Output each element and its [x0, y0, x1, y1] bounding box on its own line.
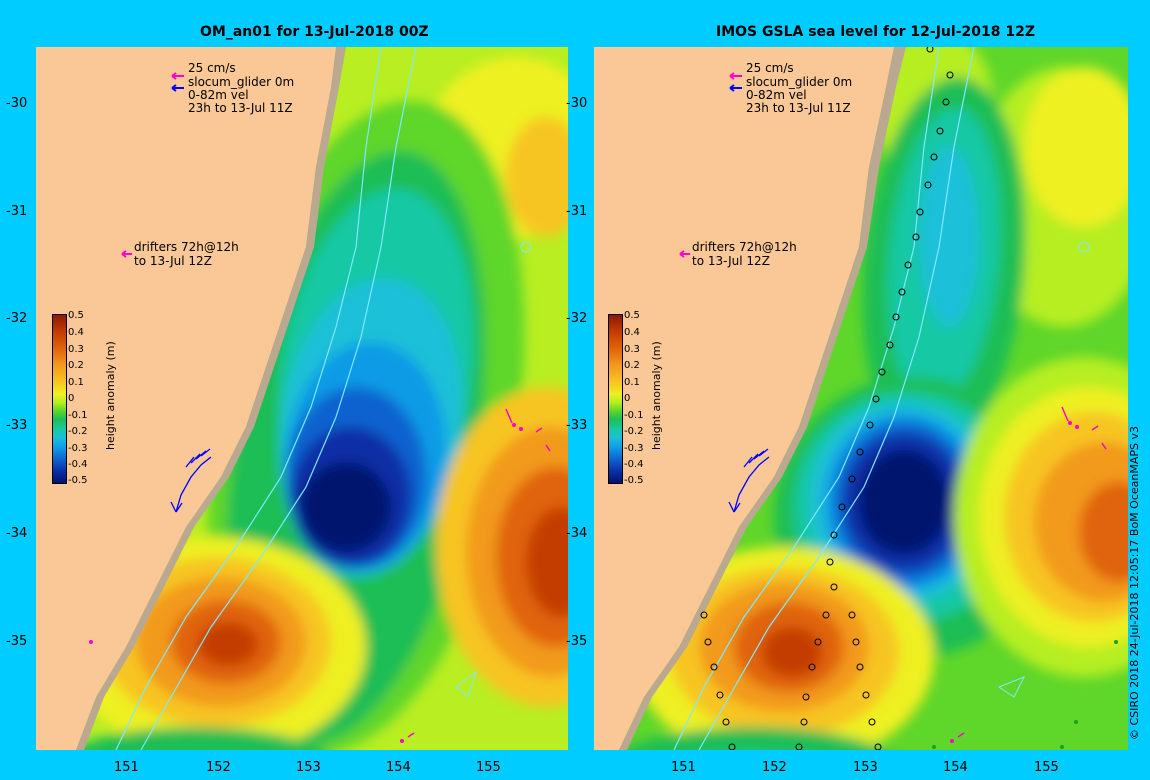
right-cbar-label-9: -0.4 [624, 459, 644, 470]
right-xtick-2: 153 [853, 760, 878, 775]
left-xtick-4: 155 [476, 760, 501, 775]
right-xtick-3: 154 [943, 760, 968, 775]
right-drifters-line2: to 13-Jul 12Z [692, 254, 770, 268]
right-cbar-label-3: 0.2 [624, 360, 640, 371]
left-ytick-2: -32 [6, 311, 28, 326]
right-cbar-label-1: 0.4 [624, 327, 640, 338]
right-legend-vel: 0-82m vel [746, 88, 807, 102]
right-xtick-0: 151 [671, 760, 696, 775]
right-drifter-legend-icon [679, 250, 690, 258]
left-xtick-2: 153 [296, 760, 321, 775]
left-cbar-title: height anomaly (m) [104, 341, 117, 450]
right-velocity-vectors [728, 448, 770, 513]
left-legend-glider: slocum_glider 0m [188, 75, 295, 89]
right-cbar-label-0: 0.5 [624, 310, 640, 321]
left-panel-title: OM_an01 for 13-Jul-2018 00Z [200, 24, 429, 40]
left-cbar-label-5: 0 [68, 393, 75, 404]
left-xtick-3: 154 [386, 760, 411, 775]
right-ytick-5: -35 [566, 634, 588, 649]
left-ytick-3: -33 [6, 418, 28, 433]
right-ytick-4: -34 [566, 526, 588, 541]
left-drifters-line2: to 13-Jul 12Z [134, 254, 212, 268]
right-cbar-label-5: 0 [624, 393, 631, 404]
right-cbar-label-2: 0.3 [624, 344, 640, 355]
left-ytick-0: -30 [6, 96, 28, 111]
left-colorbar [52, 314, 67, 484]
left-xtick-0: 151 [114, 760, 139, 775]
left-velocity-vectors [170, 448, 212, 513]
right-cbar-label-7: -0.2 [624, 426, 644, 437]
right-xtick-4: 155 [1034, 760, 1059, 775]
left-drifter-tracks [89, 408, 551, 743]
right-cbar-label-4: 0.1 [624, 377, 640, 388]
right-green-markers [932, 640, 1118, 749]
right-colorbar [608, 314, 623, 484]
right-xtick-1: 152 [762, 760, 787, 775]
right-cbar-label-8: -0.3 [624, 443, 644, 454]
left-height-anomaly-field [36, 47, 568, 750]
left-legend-vel: 0-82m vel [188, 88, 249, 102]
left-map-panel [36, 47, 568, 750]
left-xtick-1: 152 [206, 760, 231, 775]
right-map-panel [594, 47, 1128, 750]
right-legend-time: 23h to 13-Jul 11Z [746, 101, 851, 115]
left-cbar-label-4: 0.1 [68, 377, 84, 388]
right-ytick-1: -31 [566, 204, 588, 219]
left-cbar-label-10: -0.5 [68, 475, 88, 486]
right-ytick-3: -33 [566, 418, 588, 433]
left-ytick-1: -31 [6, 204, 28, 219]
right-panel-title: IMOS GSLA sea level for 12-Jul-2018 12Z [716, 24, 1035, 40]
right-ytick-0: -30 [566, 96, 588, 111]
left-cbar-label-7: -0.2 [68, 426, 88, 437]
right-legend-arrows-icon [729, 72, 742, 92]
right-ytick-2: -32 [566, 311, 588, 326]
left-cbar-label-1: 0.4 [68, 327, 84, 338]
right-glider-track [700, 47, 954, 750]
left-ytick-4: -34 [6, 526, 28, 541]
left-legend-time: 23h to 13-Jul 11Z [188, 101, 293, 115]
right-legend-glider: slocum_glider 0m [746, 75, 853, 89]
right-drifter-tracks [950, 406, 1107, 743]
left-cbar-label-2: 0.3 [68, 344, 84, 355]
right-cbar-label-10: -0.5 [624, 475, 644, 486]
left-legend-speed: 25 cm/s [188, 61, 236, 75]
right-height-anomaly-field [594, 47, 1128, 750]
left-drifters-line1: drifters 72h@12h [134, 240, 239, 254]
left-cbar-label-9: -0.4 [68, 459, 88, 470]
right-cbar-title: height anomaly (m) [650, 341, 663, 450]
left-ytick-5: -35 [6, 634, 28, 649]
right-cbar-label-6: -0.1 [624, 410, 644, 421]
left-cbar-label-3: 0.2 [68, 360, 84, 371]
credit-text: © CSIRO 2018 24-Jul-2018 12:05:17 BoM Oc… [1128, 426, 1141, 740]
right-drifters-line1: drifters 72h@12h [692, 240, 797, 254]
left-cbar-label-8: -0.3 [68, 443, 88, 454]
right-legend-speed: 25 cm/s [746, 61, 794, 75]
left-legend-arrows-icon [171, 72, 184, 92]
left-cbar-label-0: 0.5 [68, 310, 84, 321]
left-drifter-legend-icon [121, 250, 132, 258]
left-cbar-label-6: -0.1 [68, 410, 88, 421]
